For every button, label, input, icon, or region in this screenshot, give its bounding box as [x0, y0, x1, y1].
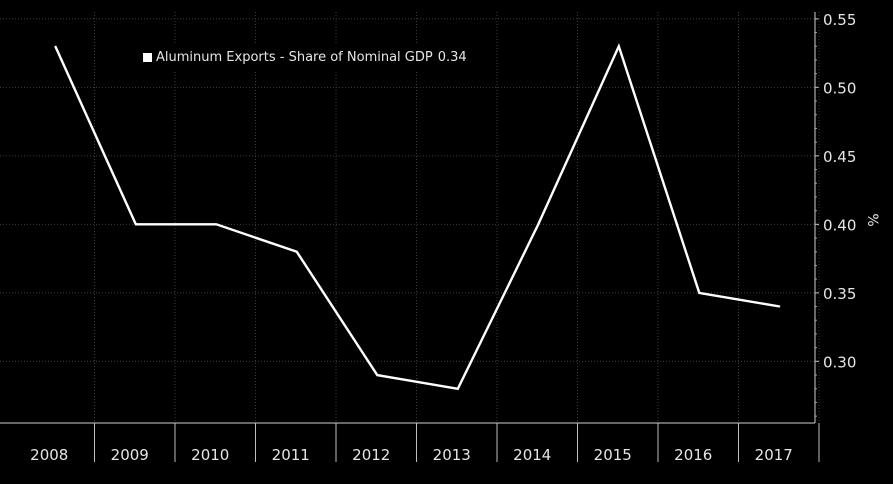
legend: Aluminum Exports - Share of Nominal GDP … [137, 44, 475, 70]
x-tick-label: 2011 [272, 446, 310, 464]
data-point [457, 388, 459, 390]
data-point [698, 292, 700, 294]
data-point [537, 223, 539, 225]
y-tick-label: 0.50 [823, 79, 856, 97]
legend-last-value: 0.34 [437, 49, 467, 65]
x-tick-label: 2012 [352, 446, 390, 464]
data-point [376, 374, 378, 376]
x-tick-label: 2010 [191, 446, 229, 464]
x-tick-label: 2014 [513, 446, 551, 464]
x-tick-label: 2017 [755, 446, 793, 464]
y-tick-label: 0.40 [823, 216, 856, 234]
y-tick-label: 0.55 [823, 11, 856, 29]
data-point [296, 251, 298, 253]
data-point [215, 223, 217, 225]
data-point [779, 305, 781, 308]
x-tick-label: 2009 [111, 446, 149, 464]
x-tick-label: 2013 [433, 446, 471, 464]
y-axis-label: % [864, 213, 880, 226]
y-tick-label: 0.35 [823, 285, 856, 303]
legend-series-name: Aluminum Exports - Share of Nominal GDP [156, 49, 433, 65]
data-point [54, 45, 56, 47]
legend-swatch [143, 52, 152, 62]
x-tick-label: 2008 [30, 446, 68, 464]
data-point [618, 45, 620, 47]
y-tick-label: 0.45 [823, 148, 856, 166]
x-tick-label: 2016 [674, 446, 712, 464]
data-point [135, 223, 137, 225]
x-tick-label: 2015 [594, 446, 632, 464]
y-tick-label: 0.30 [823, 353, 856, 371]
series-line [54, 42, 780, 391]
